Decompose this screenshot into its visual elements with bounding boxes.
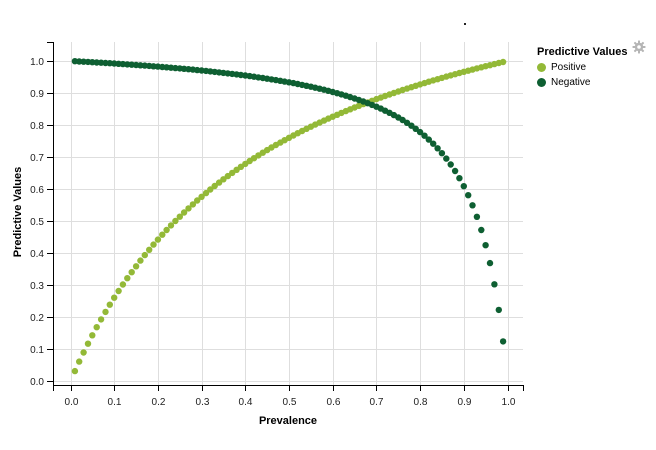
data-point-negative[interactable] [499, 338, 507, 345]
data-point-positive[interactable] [102, 308, 109, 316]
data-point-negative[interactable] [486, 259, 494, 267]
data-point-positive[interactable] [172, 217, 179, 225]
data-point-positive[interactable] [111, 294, 118, 301]
y-tick-label: 0.7 [30, 153, 44, 164]
positive-swatch-icon [537, 63, 546, 72]
y-tick-label: 0.4 [30, 249, 44, 260]
data-point-negative[interactable] [456, 175, 463, 182]
data-point-positive[interactable] [106, 301, 114, 308]
data-point-positive[interactable] [93, 324, 100, 331]
y-tick-label: 0.3 [30, 281, 44, 292]
y-tick-label: 0.1 [30, 345, 44, 356]
y-tick-label: 0.8 [30, 121, 44, 132]
data-point-positive[interactable] [71, 367, 79, 375]
data-point-negative[interactable] [465, 192, 472, 199]
data-point-negative[interactable] [443, 155, 450, 162]
data-point-positive[interactable] [180, 209, 188, 216]
data-point-positive[interactable] [176, 213, 183, 220]
data-point-positive[interactable] [119, 281, 127, 288]
data-point-positive[interactable] [124, 275, 131, 282]
data-point-positive[interactable] [159, 231, 166, 238]
x-tick-label: 0.4 [239, 397, 253, 408]
x-tick-label: 0.6 [327, 397, 341, 408]
data-point-negative[interactable] [447, 161, 454, 168]
data-point-positive[interactable] [189, 201, 197, 208]
data-point-positive[interactable] [163, 226, 170, 234]
data-point-negative[interactable] [430, 140, 437, 147]
data-point-positive[interactable] [211, 182, 218, 190]
data-point-negative[interactable] [478, 226, 485, 234]
y-tick-label: 0.2 [30, 313, 44, 324]
legend-item-positive[interactable]: Positive [537, 60, 628, 75]
stray-mark [464, 23, 466, 25]
data-point-positive[interactable] [146, 246, 153, 253]
x-tick-label: 0.0 [65, 397, 79, 408]
negative-swatch-icon [537, 78, 546, 87]
y-tick-label: 1.0 [30, 57, 44, 68]
data-point-positive[interactable] [202, 189, 210, 197]
data-point-positive[interactable] [97, 316, 105, 323]
x-tick-label: 0.1 [108, 397, 122, 408]
data-point-positive[interactable] [207, 186, 214, 193]
data-point-negative[interactable] [425, 136, 432, 143]
data-point-positive[interactable] [167, 222, 175, 229]
data-point-positive[interactable] [132, 263, 140, 270]
data-point-negative[interactable] [495, 306, 502, 314]
data-point-positive[interactable] [224, 172, 231, 180]
axes: 0.0 0.1 0.2 0.3 0.4 0.5 0.6 0.7 0.8 0.9 1.0 0.0 0.1 0… [30, 42, 524, 408]
data-point-positive[interactable] [150, 241, 157, 248]
y-axis-title: Predictive Values [12, 167, 24, 258]
data-point-negative[interactable] [482, 242, 489, 249]
data-point-negative[interactable] [460, 183, 467, 190]
data-point-negative[interactable] [491, 281, 498, 288]
gear-icon[interactable] [632, 40, 646, 54]
legend-item-negative[interactable]: Negative [537, 75, 628, 90]
x-tick-label: 0.8 [414, 397, 428, 408]
data-point-negative[interactable] [469, 202, 476, 209]
data-point-negative[interactable] [412, 125, 419, 132]
data-point-positive[interactable] [141, 251, 148, 259]
data-point-negative[interactable] [473, 213, 481, 220]
y-tick-label: 0.0 [30, 377, 44, 388]
x-tick-label: 0.9 [458, 397, 472, 408]
data-point-positive[interactable] [89, 332, 96, 339]
x-tick-label: 0.7 [370, 397, 384, 408]
data-point-positive[interactable] [194, 197, 201, 204]
data-point-positive[interactable] [198, 193, 205, 200]
data-point-positive[interactable] [137, 257, 144, 264]
legend-title: Predictive Values [537, 46, 628, 58]
data-point-positive[interactable] [76, 358, 83, 365]
legend-label: Negative [551, 77, 591, 88]
data-point-positive[interactable] [185, 205, 192, 212]
x-tick-label: 1.0 [502, 397, 516, 408]
data-point-positive[interactable] [128, 269, 135, 276]
y-tick-label: 0.9 [30, 89, 44, 100]
legend-label: Positive [551, 62, 587, 73]
y-tick-label: 0.6 [30, 185, 44, 196]
data-point-negative[interactable] [416, 128, 424, 136]
data-point-negative[interactable] [451, 167, 459, 175]
data-points [71, 58, 507, 375]
data-point-positive[interactable] [499, 58, 507, 66]
x-tick-label: 0.5 [283, 397, 297, 408]
x-axis-title: Prevalence [259, 415, 317, 427]
data-point-positive[interactable] [84, 340, 92, 347]
legend: Predictive Values Positive Negative [537, 46, 628, 90]
data-point-negative[interactable] [434, 145, 441, 152]
data-point-positive[interactable] [220, 176, 227, 183]
data-point-positive[interactable] [115, 287, 122, 295]
x-tick-label: 0.3 [196, 397, 210, 408]
gridlines [53, 42, 523, 385]
data-point-positive[interactable] [80, 349, 87, 356]
data-point-positive[interactable] [154, 236, 162, 243]
data-point-negative[interactable] [421, 132, 428, 139]
x-tick-label: 0.2 [152, 397, 166, 408]
data-point-negative[interactable] [438, 150, 446, 157]
y-tick-label: 0.5 [30, 217, 44, 228]
